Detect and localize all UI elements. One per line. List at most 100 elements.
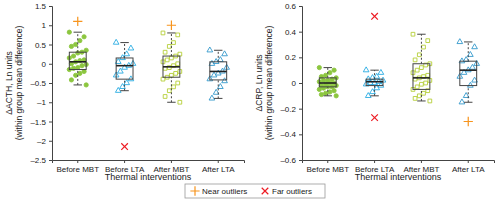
- point: [170, 56, 174, 60]
- y-tick-mark: [299, 57, 302, 58]
- point: [209, 95, 215, 100]
- y-tick-mark: [49, 160, 52, 161]
- whisker-cap: [324, 95, 332, 96]
- x-axis-title: Thermal interventions: [355, 172, 442, 182]
- legend-frame: [185, 184, 325, 198]
- point: [176, 81, 180, 85]
- whisker-cap: [417, 100, 425, 101]
- point: [167, 45, 171, 49]
- point: [365, 93, 371, 98]
- box: [69, 52, 86, 69]
- point: [211, 72, 217, 77]
- whisker: [171, 77, 172, 102]
- y-axis-title: ΔCRP, Ln units(within group mean differe…: [254, 26, 274, 141]
- y-tick-mark: [299, 32, 302, 33]
- y-axis: –2.5–2–1.5–1–0.500.511.5: [30, 2, 52, 165]
- x-tick: After LTA: [452, 160, 485, 174]
- point: [317, 65, 321, 69]
- y-tick-label: –0.5: [30, 79, 46, 88]
- figure: –2.5–2–1.5–1–0.500.511.5Before MBTBefore…: [0, 0, 500, 199]
- x-tick-mark: [124, 160, 125, 163]
- outlier: [167, 21, 176, 30]
- box-group: [411, 32, 432, 102]
- plot-area: [67, 17, 229, 150]
- box-group: [113, 39, 136, 150]
- y-axis: –0.6–0.4–0.200.20.40.6: [280, 2, 302, 165]
- point: [465, 67, 471, 72]
- x-tick-mark: [421, 160, 422, 163]
- y-tick: –1.5: [30, 118, 52, 127]
- point: [413, 58, 417, 62]
- point: [426, 39, 430, 43]
- whisker-cap: [167, 102, 175, 103]
- y-tick: 0.5: [35, 41, 52, 50]
- legend-symbol: [262, 188, 269, 195]
- box-group: [161, 21, 182, 105]
- x-axis-line: [53, 161, 245, 164]
- point: [78, 71, 82, 75]
- x-tick-label: After LTA: [452, 165, 485, 174]
- y-axis-line: [299, 7, 303, 161]
- whisker-cap: [167, 32, 175, 33]
- box: [366, 79, 383, 85]
- box-group: [317, 65, 338, 97]
- point: [74, 73, 78, 77]
- box-group: [67, 17, 88, 87]
- outlier: [121, 143, 128, 150]
- x-tick-mark: [468, 160, 469, 163]
- outlier: [371, 114, 378, 121]
- y-axis-title-line: (within group mean difference): [14, 26, 24, 141]
- point: [411, 32, 415, 36]
- whisker: [421, 34, 422, 64]
- whisker: [218, 80, 219, 98]
- legend-symbol: [190, 186, 199, 195]
- y-axis-title-line: ΔCRP, Ln units: [254, 54, 264, 111]
- point: [220, 68, 226, 73]
- y-tick-mark: [49, 141, 52, 142]
- whisker: [468, 42, 469, 61]
- y-tick: –0.6: [280, 156, 302, 165]
- point: [417, 53, 421, 57]
- point: [161, 77, 165, 81]
- y-tick-mark: [49, 122, 52, 123]
- whisker-cap: [324, 67, 332, 68]
- point: [428, 99, 432, 103]
- x-tick-label: Before MBT: [306, 165, 349, 174]
- y-tick: 1: [42, 21, 52, 30]
- point: [71, 54, 75, 58]
- x-tick-mark: [77, 160, 78, 163]
- whisker: [327, 68, 328, 78]
- point: [459, 99, 465, 104]
- outlier: [464, 117, 473, 126]
- y-tick: 1.5: [35, 2, 52, 11]
- point: [415, 68, 419, 72]
- whisker: [124, 43, 125, 58]
- point: [176, 62, 180, 66]
- y-tick: 0.4: [285, 28, 302, 37]
- legend-label: Near outliers: [202, 187, 247, 196]
- whisker: [421, 89, 422, 101]
- point: [324, 91, 328, 95]
- box-group: [207, 47, 230, 100]
- y-tick: –0.2: [280, 105, 302, 114]
- point: [172, 85, 176, 89]
- point: [167, 89, 171, 93]
- outlier: [371, 13, 378, 20]
- whisker: [124, 79, 125, 91]
- point: [332, 89, 336, 93]
- point: [420, 66, 424, 70]
- x-tick-mark: [171, 160, 172, 163]
- whisker-cap: [120, 90, 128, 91]
- point: [178, 100, 182, 104]
- point: [80, 64, 84, 68]
- median: [413, 77, 430, 79]
- box-group: [457, 39, 480, 126]
- y-tick-label: 0.4: [285, 28, 297, 37]
- y-tick: 0.2: [285, 53, 302, 62]
- x-tick-label: Before MBT: [56, 165, 99, 174]
- x-tick-label: After LTA: [202, 165, 235, 174]
- point: [424, 81, 428, 85]
- point: [470, 64, 476, 69]
- point: [328, 90, 332, 94]
- whisker-cap: [464, 41, 472, 42]
